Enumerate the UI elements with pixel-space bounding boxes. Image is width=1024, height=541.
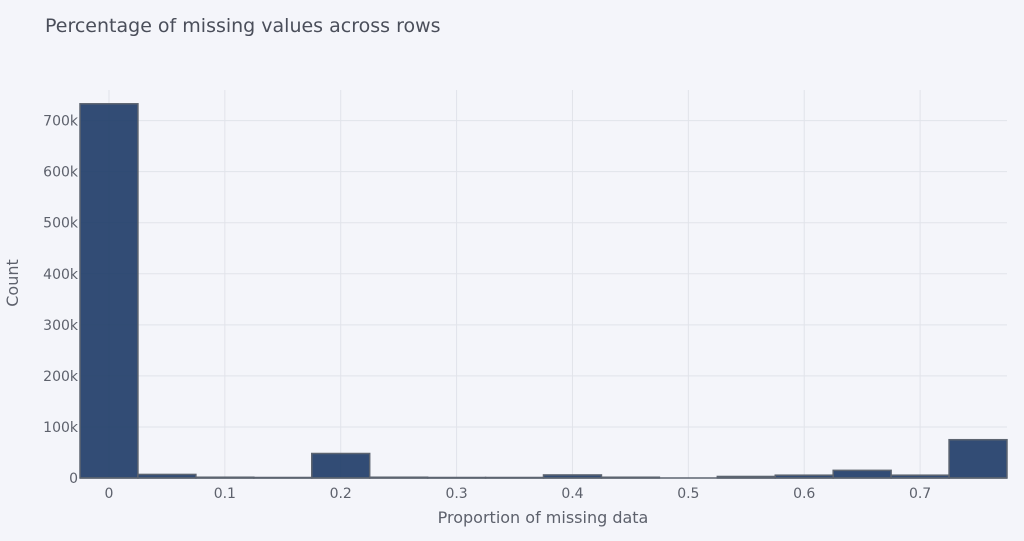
chart-title: Percentage of missing values across rows — [45, 15, 441, 37]
x-axis-title: Proportion of missing data — [438, 508, 649, 527]
histogram-bar — [832, 469, 892, 479]
x-tick-label: 0 — [105, 486, 114, 502]
bars — [79, 103, 1008, 479]
y-tick-label: 100k — [43, 420, 79, 436]
x-tick-label: 0.1 — [214, 486, 236, 502]
y-tick-label: 600k — [43, 165, 79, 181]
gridlines — [80, 90, 1007, 478]
y-axis-title: Count — [3, 259, 22, 307]
y-tick-label: 300k — [43, 318, 79, 334]
y-tick-label: 500k — [43, 216, 79, 232]
x-tick-label: 0.5 — [677, 486, 699, 502]
histogram-bar — [948, 438, 1008, 479]
y-tick-label: 0 — [69, 471, 78, 487]
y-tick-label: 400k — [43, 267, 79, 283]
y-axis-ticks: 0 100k 200k 300k 400k 500k 600k 700k — [43, 114, 79, 487]
x-tick-label: 0.6 — [793, 486, 815, 502]
x-tick-label: 0.7 — [909, 486, 931, 502]
histogram-bar — [311, 452, 371, 479]
histogram-bar — [79, 103, 139, 479]
y-tick-label: 200k — [43, 369, 79, 385]
y-tick-label: 700k — [43, 114, 79, 130]
x-axis-ticks: 0 0.1 0.2 0.3 0.4 0.5 0.6 0.7 — [105, 486, 932, 502]
x-tick-label: 0.2 — [330, 486, 352, 502]
x-tick-label: 0.3 — [445, 486, 467, 502]
x-tick-label: 0.4 — [561, 486, 583, 502]
